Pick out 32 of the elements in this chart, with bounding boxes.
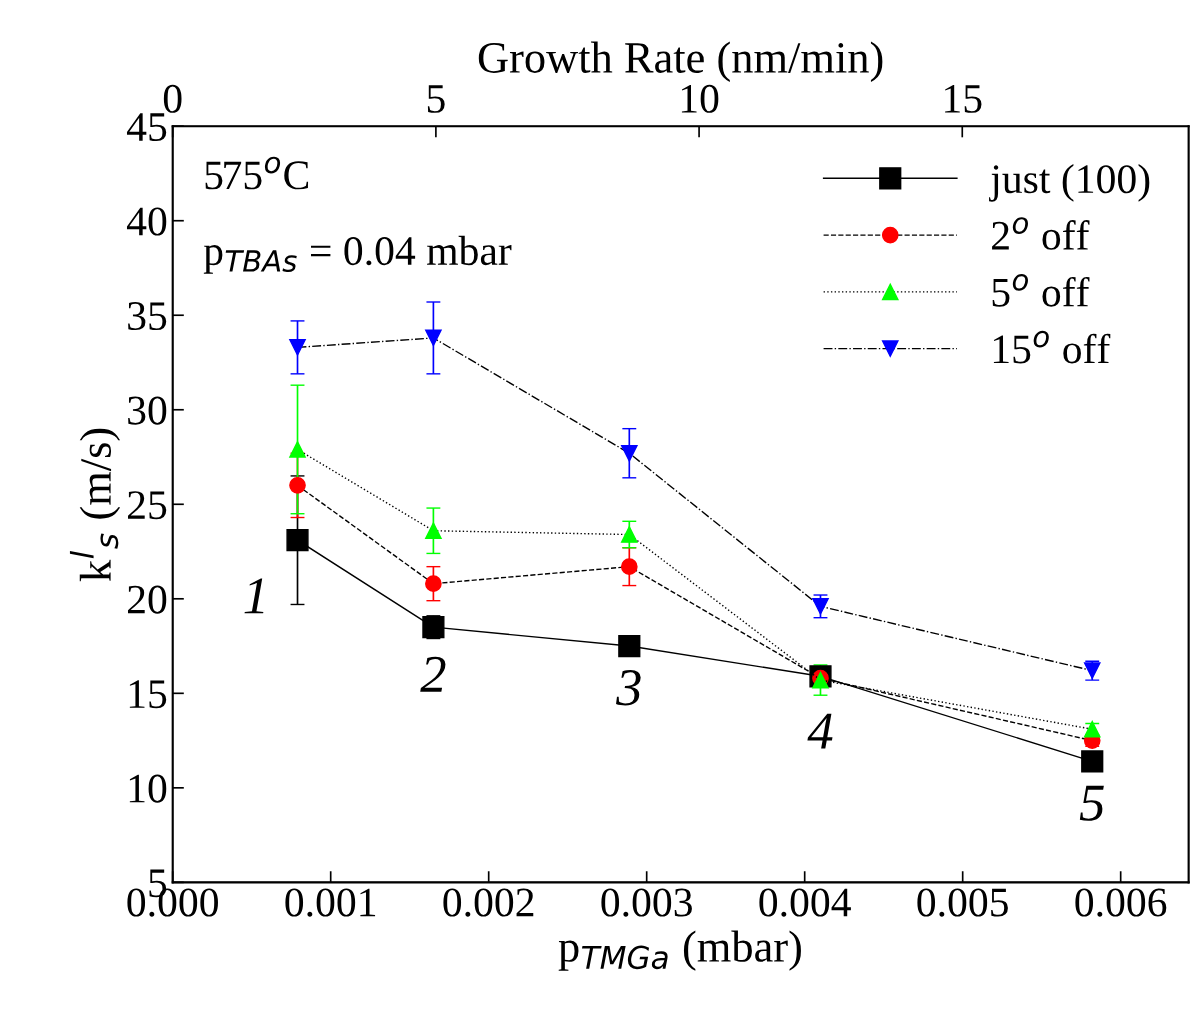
y-tick-label: 30 [128,396,167,425]
x-tick-label: 0.006 [1075,888,1167,917]
annotation: 3 [616,670,641,706]
annotation: 2 [420,656,446,692]
x2-tick-label: 15 [945,84,982,113]
legend-label: 15$^{o}$ off [993,330,1111,364]
y-tick-label: 20 [128,585,167,614]
legend-label: just (100) [989,163,1150,202]
y-axis-title: k$^{l}$$_{s}$ (m/s) [69,428,121,582]
y-tick-label: 35 [128,302,167,331]
y-tick-label: 40 [126,207,167,236]
x-tick-label: 0.001 [285,888,376,917]
x-axis-title: p$_{TMGa}$ (mbar) [558,930,801,971]
annotation: 4 [807,713,833,749]
y-tick-label: 45 [126,113,167,142]
x2-tick-label: 0 [163,84,182,113]
y-tick-label: 10 [129,774,167,803]
annotation: 575$^{o}$C [205,156,309,190]
legend-label: 5$^{o}$ off [992,273,1090,307]
annotation: p$_{TBAs}$ = 0.04 mbar [203,235,512,274]
x2-tick-label: 10 [681,84,719,113]
y-tick-label: 25 [128,491,167,520]
annotation: 1 [244,578,264,614]
x2-tick-label: 5 [427,85,445,113]
legend-label: 2$^{o}$ off [992,217,1090,250]
x-tick-label: 0.003 [601,888,692,917]
x-tick-label: 0.002 [443,888,534,917]
x-tick-label: 0.004 [759,888,851,917]
annotation: 5 [1079,785,1104,821]
x-tick-label: 0.005 [917,888,1008,917]
y-tick-label: 15 [129,680,167,709]
x2-axis-title: Growth Rate (nm/min) [478,41,883,82]
